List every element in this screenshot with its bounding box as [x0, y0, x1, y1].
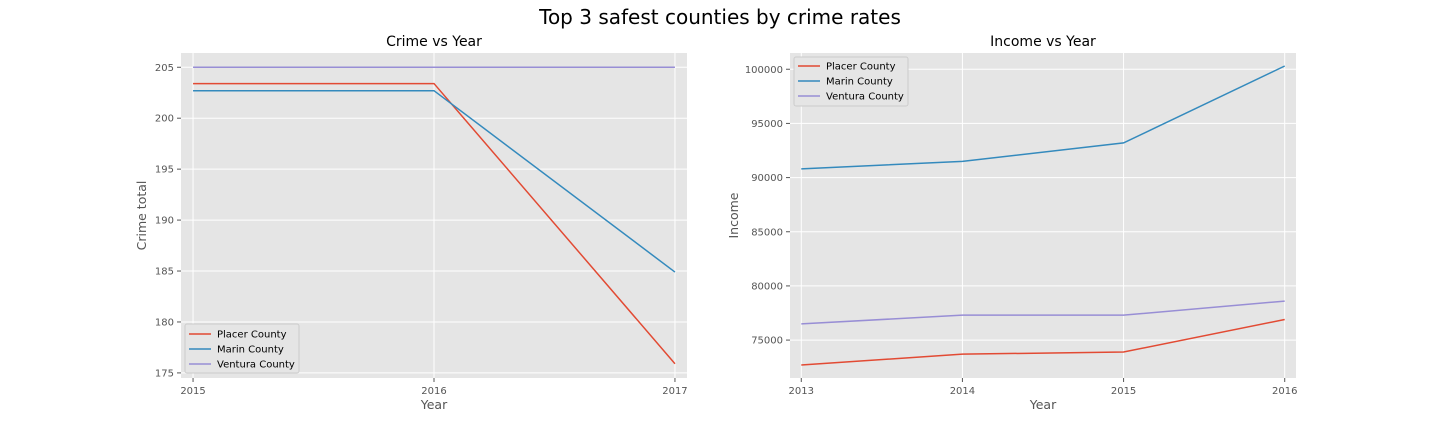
- y-tick-label: 85000: [751, 227, 783, 238]
- figure-title: Top 3 safest counties by crime rates: [538, 5, 901, 29]
- y-tick-label: 90000: [751, 173, 783, 184]
- y-tick-label: 185: [155, 267, 174, 278]
- legend-label: Ventura County: [826, 92, 904, 103]
- income-vs-year-chart: 2013 2014 2015 2016 75000 80000 85000 90000 950…: [726, 34, 1297, 412]
- x-tick-label: 2015: [180, 386, 205, 397]
- legend: Placer County Marin County Ventura Count…: [184, 323, 300, 374]
- series-line-placer-county: [193, 82, 676, 365]
- x-tick-label: 2016: [1272, 386, 1297, 397]
- legend-label: Marin County: [826, 77, 893, 88]
- y-tick-labels: 175 180 185 190 195 200 205: [155, 63, 174, 380]
- legend-box: [793, 56, 909, 107]
- x-axis-label: Year: [1029, 397, 1057, 412]
- plot-area: [790, 53, 1296, 378]
- y-tick-label: 100000: [745, 65, 783, 76]
- y-tick-labels: 75000 80000 85000 90000 95000 100000: [745, 65, 783, 347]
- y-tick-label: 200: [155, 114, 174, 125]
- chart-title: Crime vs Year: [386, 34, 482, 50]
- crime-vs-year-chart: 2015 2016 2017 175 180 185 190 195 200 205 Crime…: [134, 34, 688, 412]
- y-axis-label: Crime total: [134, 181, 149, 251]
- x-tick-label: 2016: [421, 386, 446, 397]
- x-axis-label: Year: [420, 397, 448, 412]
- series-line-placer-county: [801, 318, 1285, 366]
- x-tick-label: 2014: [950, 386, 975, 397]
- y-tick-label: 190: [155, 216, 174, 227]
- legend-label: Ventura County: [217, 360, 295, 371]
- x-tick-label: 2013: [789, 386, 814, 397]
- legend: Placer County Marin County Ventura Count…: [793, 56, 909, 107]
- legend-box: [184, 323, 300, 374]
- gridlines: [786, 53, 1296, 382]
- y-tick-label: 180: [155, 317, 174, 328]
- series-line-marin-county: [193, 89, 676, 273]
- y-tick-label: 175: [155, 368, 174, 379]
- y-tick-label: 75000: [751, 336, 783, 347]
- x-tick-label: 2015: [1111, 386, 1136, 397]
- series-lines: [801, 65, 1286, 366]
- y-tick-label: 80000: [751, 281, 783, 292]
- y-tick-label: 205: [155, 63, 174, 74]
- y-tick-label: 195: [155, 165, 174, 176]
- legend-label: Placer County: [217, 330, 287, 341]
- y-tick-label: 95000: [751, 119, 783, 130]
- series-line-marin-county: [801, 65, 1286, 170]
- chart-title: Income vs Year: [990, 34, 1096, 50]
- series-line-ventura-county: [801, 300, 1285, 325]
- x-tick-labels: 2015 2016 2017: [180, 386, 687, 397]
- series-lines: [193, 66, 676, 365]
- x-tick-label: 2017: [662, 386, 687, 397]
- legend-label: Placer County: [826, 62, 896, 73]
- legend-label: Marin County: [217, 345, 284, 356]
- y-axis-label: Income: [726, 192, 741, 238]
- x-tick-labels: 2013 2014 2015 2016: [789, 386, 1298, 397]
